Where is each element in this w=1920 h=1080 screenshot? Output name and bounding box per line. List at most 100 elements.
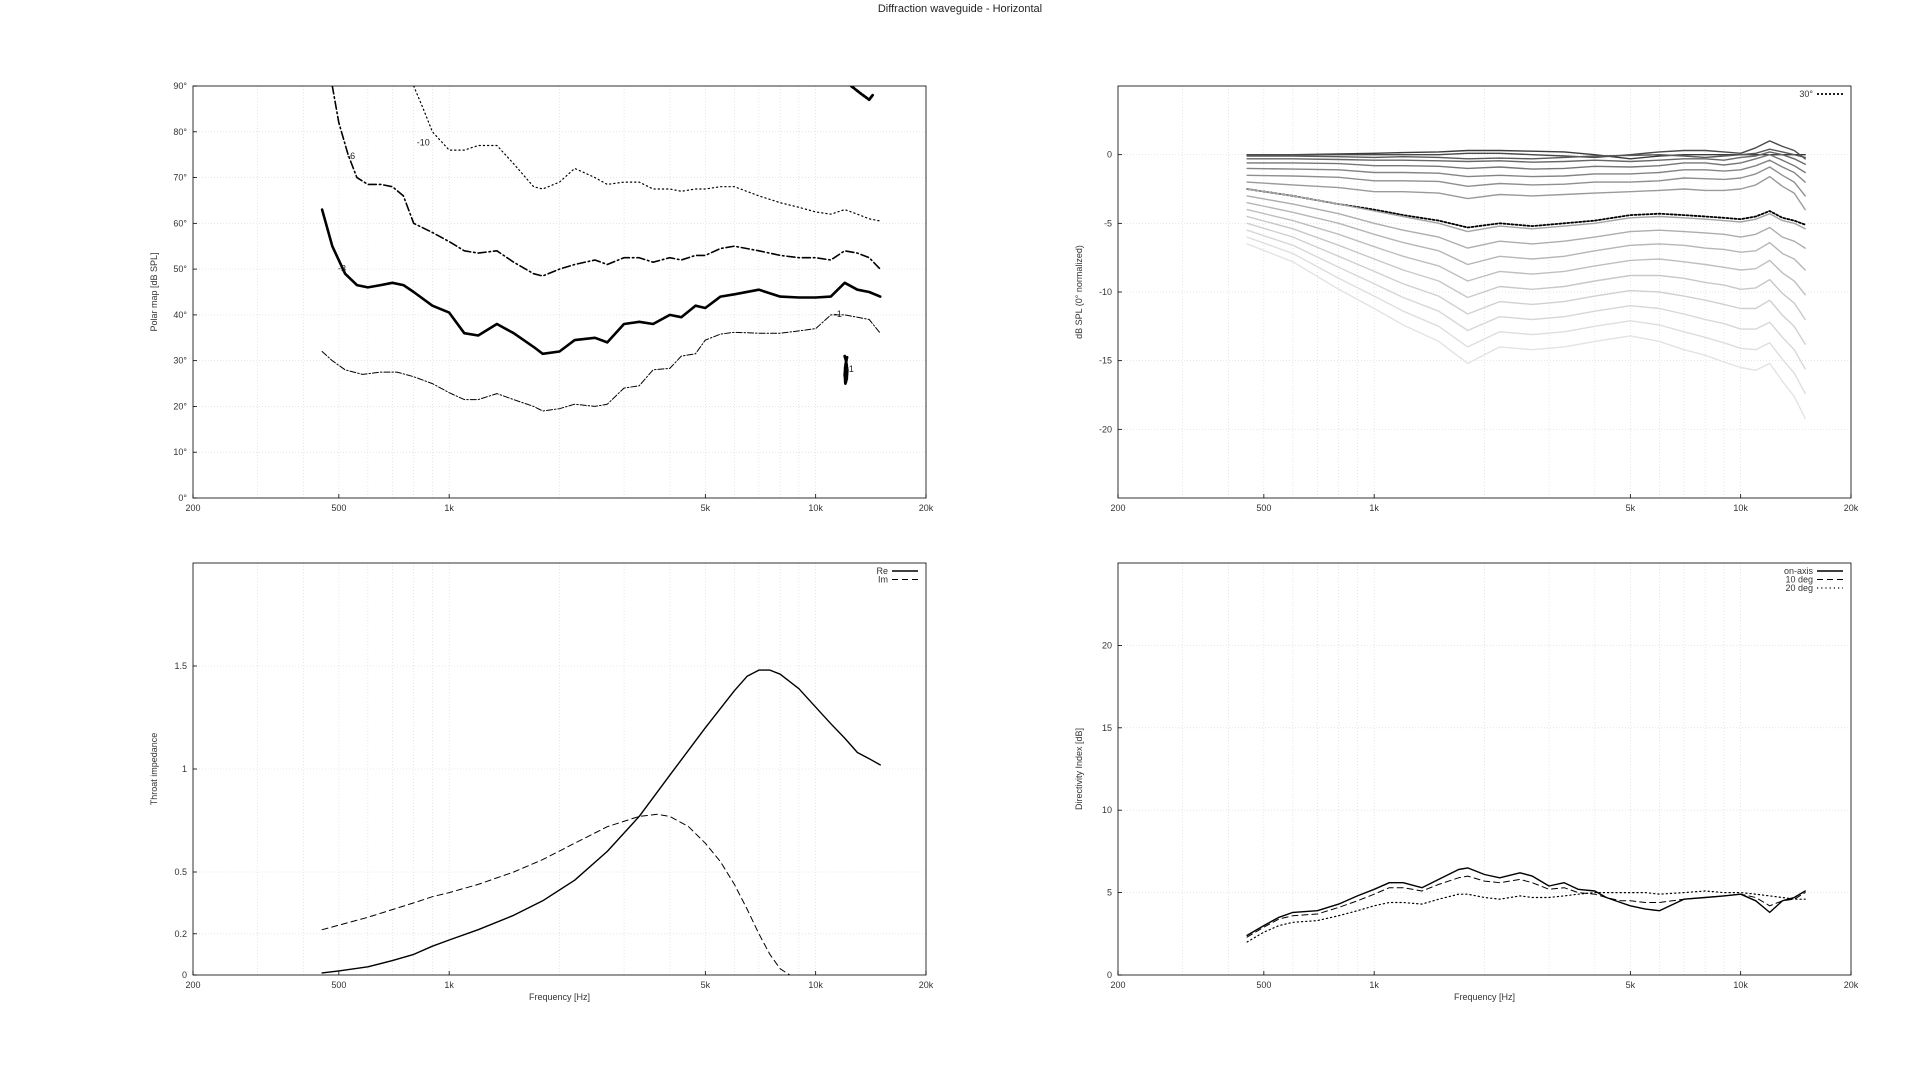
plot-area: -10 -6 -3 -1 -1 [320,86,882,412]
x-tick-label: 200 [185,980,200,990]
legend-label: 20 deg [1785,583,1813,593]
spl-curve-10 [1246,195,1806,249]
y-tick-label: 10 [1102,805,1112,815]
spl-curve-11 [1246,201,1806,271]
y-tick-label: 20 [1102,640,1112,650]
y-tick-label: 30° [173,356,187,366]
legend-label: 30° [1799,89,1813,99]
figure-title: Diffraction waveguide - Horizontal [877,3,1043,15]
y-tick-label: 0 [1107,970,1112,980]
spl-curve-2 [1246,148,1806,160]
legend-label: on-axis [1784,566,1814,576]
plot-frame [1117,562,1852,976]
x-tick-label: 500 [331,980,346,990]
x-tick-label: 5k [701,980,711,990]
ticks: 200 500 1k 5k 10k 20k 0° 10° 20° 30° 40° 50° 60° 70° 8… [173,81,933,513]
spl-curve-15 [1246,229,1806,370]
y-tick-label: 1.5 [174,661,187,671]
spl-curve-17 [1246,243,1806,419]
x-tick-label: 1k [1369,503,1379,513]
series--6 [331,86,882,277]
x-tick-label: 5k [1626,503,1636,513]
legend-label: Im [878,575,888,585]
spl-curve-14 [1246,222,1806,345]
series-im [321,813,791,975]
y-tick-label: 0.2 [174,929,187,939]
contour-label: -3 [338,263,346,273]
y-tick-label: 1 [182,764,187,774]
spl-curve-16 [1246,236,1806,395]
x-tick-label: 10k [808,980,823,990]
x-tick-label: 10k [808,503,823,513]
x-tick-label: 20k [919,503,934,513]
x-axis-label: Frequency [Hz] [1454,992,1515,1002]
y-tick-label: 0.5 [174,867,187,877]
y-axis-label: Polar map [dB SPL] [149,252,159,331]
series--1 [843,354,849,386]
grid [193,563,926,976]
grid [1118,563,1851,976]
x-tick-label: 200 [185,503,200,513]
normalized-spl-chart: 200 500 1k 5k 10k 20k 0 -5 -10 -15 -20 dB SPL (0° n… [1074,85,1859,513]
spl-curve-3 [1246,151,1806,166]
series-on-axis [1246,867,1806,937]
x-tick-label: 20k [1844,980,1859,990]
y-tick-label: 80° [173,127,187,137]
x-tick-label: 500 [1256,503,1271,513]
y-tick-label: 0 [182,970,187,980]
y-tick-label: 70° [173,173,187,183]
series--1 [321,314,881,412]
x-tick-label: 1k [444,980,454,990]
y-tick-label: -15 [1099,356,1112,366]
x-tick-label: 1k [444,503,454,513]
x-tick-label: 500 [1256,980,1271,990]
spl-curve-5 [1246,159,1806,183]
x-tick-label: 20k [919,980,934,990]
ticks: 200 500 1k 5k 10k 20k 0 0.2 0.5 1 1.5 [174,661,933,990]
y-axis-label: Directivity Index [dB] [1074,728,1084,810]
contour-label: -1 [834,309,842,319]
y-axis-label: dB SPL (0° normalized) [1074,245,1084,339]
y-tick-label: 50° [173,264,187,274]
legend-label: Re [876,566,888,576]
legend-label: 10 deg [1785,575,1813,585]
x-tick-label: 5k [701,503,711,513]
x-tick-label: 10k [1733,980,1748,990]
plot-frame [192,85,927,499]
y-tick-label: 60° [173,218,187,228]
series-20-deg [1246,890,1806,943]
legend: 30° [1799,89,1843,99]
y-tick-label: 5 [1107,888,1112,898]
x-tick-label: 5k [1626,980,1636,990]
contour-label: -10 [417,138,430,148]
plot-area [1246,140,1807,419]
spl-curve-7 [1246,175,1806,211]
y-tick-label: 15 [1102,723,1112,733]
y-tick-label: 90° [173,81,187,91]
directivity-index-chart: 200 500 1k 5k 10k 20k 0 5 10 15 20 Directivity Inde… [1074,562,1859,1002]
contour-label: -1 [846,364,854,374]
throat-impedance-chart: 200 500 1k 5k 10k 20k 0 0.2 0.5 1 1.5 Throat impeda… [149,562,934,1002]
spl-curve-6 [1246,166,1806,197]
y-tick-label: 0° [178,493,187,503]
polar-map-chart: 200 500 1k 5k 10k 20k 0° 10° 20° 30° 40° 50° 60° 70° 8… [149,81,934,513]
series-contour [849,86,874,102]
spl-curve-13 [1246,215,1806,321]
ticks: 200 500 1k 5k 10k 20k 0 -5 -10 -15 -20 [1099,150,1859,513]
x-axis-label: Frequency [Hz] [529,992,590,1002]
y-tick-label: -10 [1099,287,1112,297]
y-tick-label: 0 [1107,150,1112,160]
y-tick-label: -20 [1099,424,1112,434]
series-re [321,669,881,974]
series--3 [320,208,882,356]
contour-label: -6 [347,151,355,161]
x-tick-label: 1k [1369,980,1379,990]
x-tick-label: 20k [1844,503,1859,513]
spl-curve-9 [1246,188,1806,233]
x-tick-label: 200 [1110,503,1125,513]
y-axis-label: Throat impedance [149,733,159,806]
series-10-deg [1246,875,1806,938]
